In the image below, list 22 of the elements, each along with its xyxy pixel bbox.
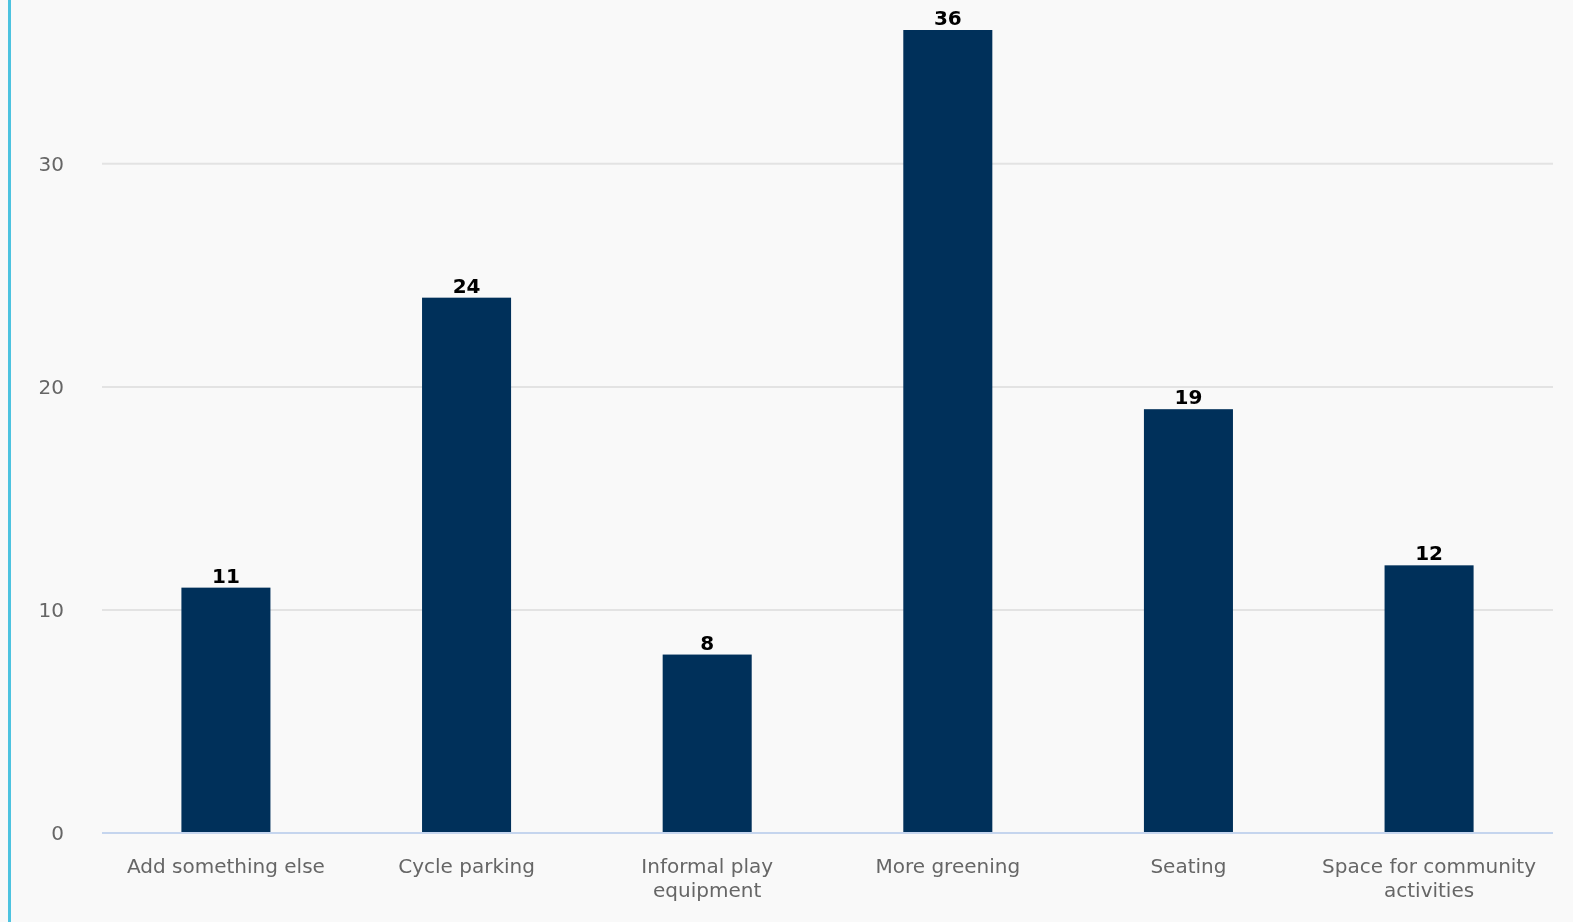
x-tick-label: Add something else — [126, 854, 325, 878]
bar — [1384, 565, 1474, 833]
data-label: 11 — [212, 563, 240, 588]
data-label: 19 — [1174, 385, 1203, 410]
x-tick-label: Seating — [1150, 854, 1227, 878]
x-tick-label: More greening — [875, 854, 1021, 878]
y-tick-label: 30 — [38, 151, 64, 176]
data-label: 24 — [452, 273, 481, 298]
x-tick-label: Space for community activities — [1322, 854, 1537, 902]
y-tick-label: 10 — [38, 597, 64, 622]
bar — [422, 297, 512, 833]
y-tick-label: 20 — [38, 374, 64, 399]
bar — [903, 30, 993, 833]
data-label: 8 — [700, 630, 715, 655]
bar — [662, 654, 752, 833]
data-label: 12 — [1415, 541, 1443, 566]
y-tick-label: 0 — [51, 821, 64, 845]
x-tick-label: Informal play equipment — [641, 854, 774, 902]
data-label: 36 — [933, 6, 962, 30]
bar — [181, 587, 271, 833]
bar — [1143, 409, 1233, 833]
x-tick-label: Cycle parking — [398, 854, 535, 878]
